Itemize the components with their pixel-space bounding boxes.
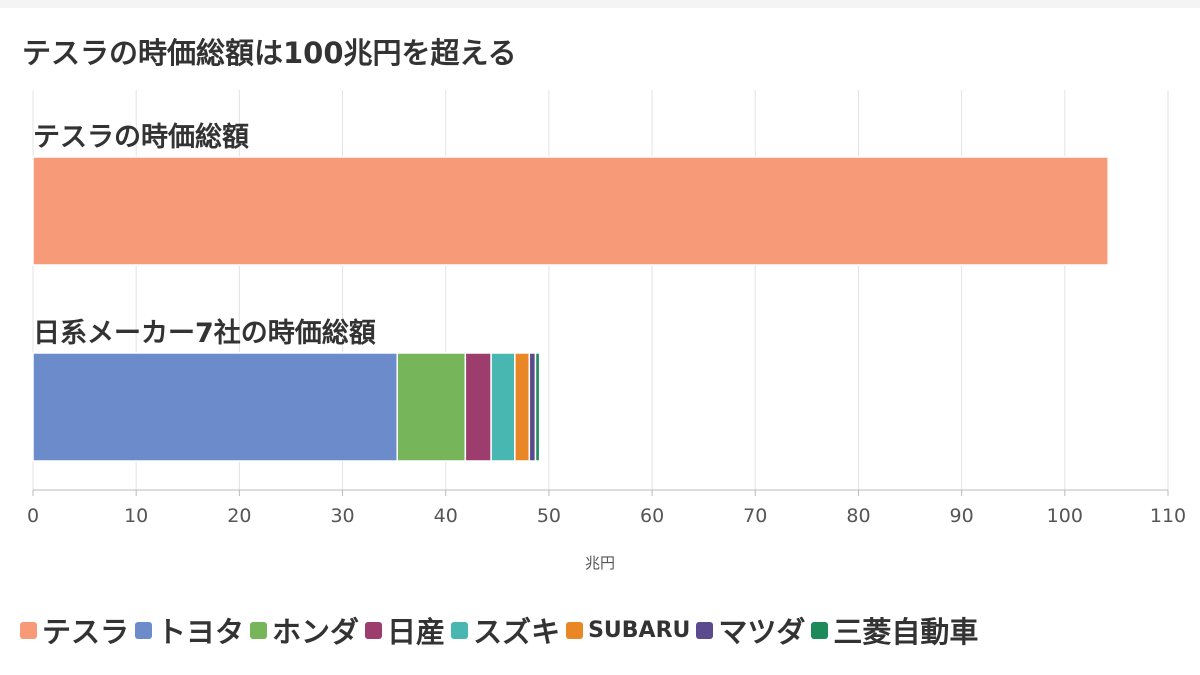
legend-swatch (365, 621, 383, 639)
legend-swatch (451, 621, 469, 639)
x-tick-label: 90 (950, 505, 974, 527)
legend-label: 三菱自動車 (833, 615, 979, 649)
bar-segment (32, 156, 1109, 266)
legend-item[interactable]: スズキ (451, 609, 566, 651)
legend-label: ホンダ (272, 615, 360, 649)
x-tick-label: 110 (1150, 505, 1186, 527)
bar-segment (528, 352, 537, 462)
legend-swatch (566, 621, 584, 639)
x-tick-label: 20 (227, 505, 251, 527)
bar-segment (534, 352, 541, 462)
legend-item[interactable]: 日産 (365, 609, 451, 651)
x-tick-label: 0 (27, 505, 39, 527)
bar-segment (514, 352, 531, 462)
x-tick-label: 30 (330, 505, 354, 527)
legend-item[interactable]: マツダ (696, 609, 811, 651)
legend-swatch (811, 621, 829, 639)
legend-label: スズキ (473, 615, 561, 649)
legend-swatch (696, 621, 714, 639)
x-axis-title: 兆円 (585, 554, 615, 572)
x-tick-label: 100 (1047, 505, 1083, 527)
legend-item[interactable]: 三菱自動車 (811, 609, 984, 651)
bar-segment (32, 352, 398, 462)
x-tick-label: 80 (846, 505, 870, 527)
legend-item[interactable]: テスラ (20, 609, 135, 651)
legend-item[interactable]: SUBARU (566, 618, 696, 643)
x-tick-label: 10 (124, 505, 148, 527)
x-tick-label: 70 (743, 505, 767, 527)
legend-label: テスラ (42, 615, 130, 649)
chart-title: テスラの時価総額は100兆円を超える (22, 36, 517, 70)
x-tick-label: 40 (434, 505, 458, 527)
legend-item[interactable]: トヨタ (135, 609, 250, 651)
legend-label: 日産 (387, 615, 446, 649)
legend-label: マツダ (718, 615, 806, 649)
bar-segment (464, 352, 492, 462)
category-label: 日系メーカー7社の時価総額 (33, 317, 376, 349)
legend-label: トヨタ (157, 615, 245, 649)
chart-legend: テスラ トヨタ ホンダ 日産 スズキ SUBARU マツダ 三菱自動車 (20, 606, 1190, 654)
bar-segment (396, 352, 467, 462)
legend-item[interactable]: ホンダ (250, 609, 365, 651)
legend-swatch (250, 621, 268, 639)
legend-swatch (135, 621, 153, 639)
x-tick-label: 50 (537, 505, 561, 527)
legend-label: SUBARU (588, 617, 691, 643)
legend-swatch (20, 621, 37, 639)
bar-segment (490, 352, 516, 462)
x-tick-label: 60 (640, 505, 664, 527)
category-label: テスラの時価総額 (33, 121, 249, 153)
